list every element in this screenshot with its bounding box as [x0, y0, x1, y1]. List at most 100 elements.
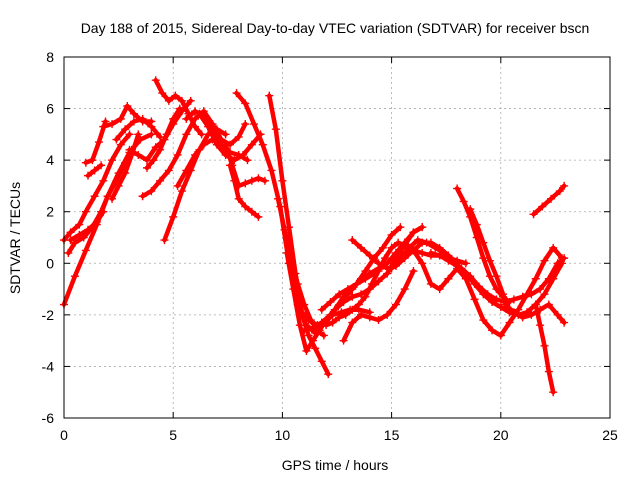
data-series	[496, 243, 566, 340]
data-point	[97, 161, 106, 170]
data-point	[498, 290, 507, 299]
data-point	[125, 130, 134, 139]
data-point	[317, 305, 326, 314]
x-tick-label: 5	[169, 427, 177, 443]
data-point	[300, 300, 309, 309]
data-point	[282, 248, 291, 257]
data-point	[354, 300, 363, 309]
series-trace	[284, 224, 425, 354]
data-point	[169, 114, 178, 123]
data-point	[549, 274, 558, 283]
data-point	[247, 207, 256, 216]
data-series	[529, 181, 569, 219]
data-point	[204, 122, 213, 131]
data-point	[75, 230, 84, 239]
data-point	[343, 285, 352, 294]
x-tick-label: 20	[493, 427, 509, 443]
data-point	[75, 220, 84, 229]
data-point	[488, 297, 497, 306]
data-point	[540, 256, 549, 265]
data-point	[92, 218, 101, 227]
data-point	[549, 388, 558, 397]
x-tick-label: 25	[602, 427, 618, 443]
data-point	[361, 292, 370, 301]
data-point	[129, 109, 138, 118]
data-point	[426, 248, 435, 257]
x-tick-label: 0	[60, 427, 68, 443]
data-series	[531, 300, 558, 397]
series-trace	[127, 98, 193, 163]
data-point	[367, 279, 376, 288]
data-point	[501, 300, 510, 309]
data-series	[466, 205, 514, 317]
plot-points	[60, 76, 569, 397]
data-point	[164, 96, 173, 105]
data-point	[156, 145, 165, 154]
data-point	[547, 194, 556, 203]
data-point	[319, 331, 328, 340]
data-point	[162, 130, 171, 139]
data-point	[66, 228, 75, 237]
axis-ticks: 0 5 10 15 20 25 -6 -4 -2 0 2 4 6 8	[42, 49, 618, 443]
data-point	[531, 300, 540, 309]
chart-title: Day 188 of 2015, Sidereal Day-to-day VTE…	[81, 20, 590, 36]
data-point	[396, 223, 405, 232]
data-point	[357, 243, 366, 252]
data-point	[84, 225, 93, 234]
data-series	[225, 161, 263, 221]
data-point	[260, 176, 269, 185]
data-point	[247, 176, 256, 185]
data-point	[304, 316, 313, 325]
data-point	[234, 132, 243, 141]
data-point	[453, 184, 462, 193]
data-point	[387, 264, 396, 273]
data-point	[387, 243, 396, 252]
data-point	[278, 176, 287, 185]
y-axis-label: SDTVAR / TECUs	[7, 182, 23, 294]
data-point	[461, 269, 470, 278]
data-point	[186, 96, 195, 105]
data-point	[435, 251, 444, 260]
data-point	[348, 292, 357, 301]
data-series	[112, 114, 165, 144]
data-point	[413, 236, 422, 245]
data-point	[555, 187, 564, 196]
data-point	[108, 156, 117, 165]
data-point	[374, 277, 383, 286]
series-trace	[428, 250, 565, 318]
series-trace	[498, 245, 565, 338]
data-point	[70, 272, 79, 281]
data-point	[418, 248, 427, 257]
data-point	[241, 179, 250, 188]
data-point	[191, 150, 200, 159]
data-point	[326, 310, 335, 319]
data-series	[400, 238, 505, 340]
data-point	[81, 207, 90, 216]
data-point	[232, 89, 241, 98]
data-point	[99, 176, 108, 185]
data-point	[116, 114, 125, 123]
data-point	[335, 313, 344, 322]
data-point	[121, 125, 130, 134]
series-trace	[114, 116, 163, 142]
data-point	[479, 290, 488, 299]
data-point	[339, 336, 348, 345]
data-point	[523, 290, 532, 299]
data-point	[156, 176, 165, 185]
data-point	[540, 290, 549, 299]
data-point	[466, 205, 475, 214]
data-point	[158, 89, 167, 98]
data-point	[225, 161, 234, 170]
data-point	[315, 326, 324, 335]
data-point	[84, 171, 93, 180]
x-tick-label: 10	[275, 427, 291, 443]
data-point	[560, 318, 569, 327]
data-point	[557, 254, 566, 263]
data-point	[496, 303, 505, 312]
data-point	[374, 267, 383, 276]
data-point	[422, 238, 431, 247]
series-trace	[319, 263, 386, 312]
data-point	[409, 267, 418, 276]
data-point	[108, 194, 117, 203]
